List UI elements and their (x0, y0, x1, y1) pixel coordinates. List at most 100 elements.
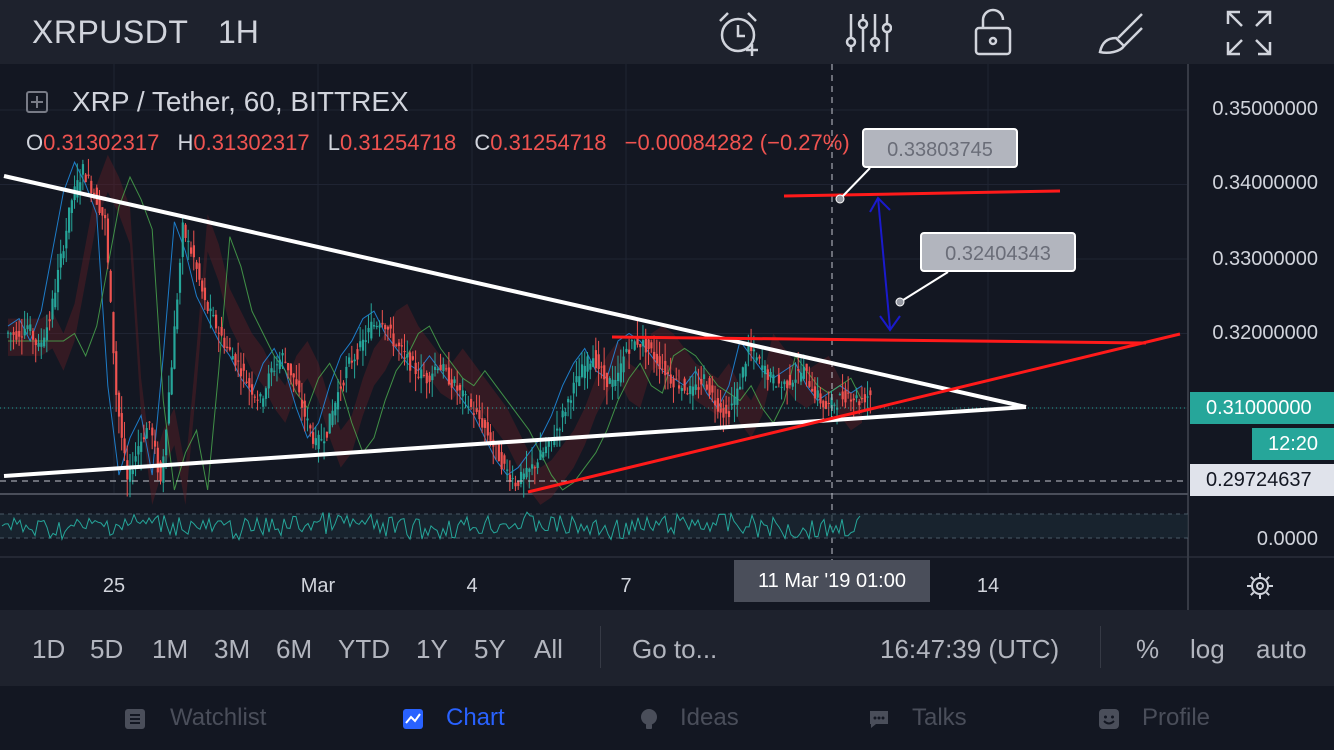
candle-body (755, 357, 758, 361)
low-label: L (327, 130, 340, 155)
candle-body (733, 396, 736, 405)
candle-body (539, 450, 542, 460)
candle-body (855, 395, 858, 399)
time-axis-label: Mar (300, 575, 336, 597)
legend-title[interactable]: XRP / Tether, 60, BITTREX (72, 86, 409, 117)
candle-body (411, 356, 415, 360)
candle-body (43, 337, 46, 347)
callout-anchor (835, 194, 845, 204)
candle-body (531, 464, 534, 469)
watchlist-icon[interactable] (124, 708, 146, 730)
candle-body (586, 356, 589, 372)
oscillator-line (1, 511, 861, 542)
measure-arrow (877, 197, 891, 329)
range-5d-button[interactable]: 5D (90, 634, 124, 664)
candle-body (192, 245, 195, 258)
candle-body (617, 372, 620, 382)
candle-body (334, 402, 337, 416)
candle-body (34, 339, 37, 346)
chart-canvas[interactable] (0, 64, 1334, 610)
breakout-line (611, 335, 1147, 345)
candle-body (844, 390, 847, 403)
range-5y-button[interactable]: 5Y (474, 634, 506, 664)
candle-body (819, 393, 822, 404)
candle-body (217, 332, 220, 334)
log-scale-toggle[interactable]: log (1190, 634, 1225, 664)
candle-body (331, 410, 334, 426)
gear-icon[interactable] (1246, 572, 1274, 600)
talks-icon[interactable] (868, 708, 890, 730)
indicators-icon[interactable] (842, 8, 892, 58)
interval-selector[interactable]: 1H (218, 14, 259, 50)
range-1d-button[interactable]: 1D (32, 634, 66, 664)
candle-body (456, 385, 459, 391)
candle-body (23, 328, 26, 336)
candle-body (605, 372, 609, 388)
nav-talks[interactable]: Talks (912, 704, 967, 731)
nav-watchlist[interactable]: Watchlist (170, 704, 267, 731)
candle-body (309, 425, 312, 429)
candle-body (292, 373, 295, 378)
candle-body (694, 384, 697, 391)
candle-body (500, 452, 503, 470)
nav-profile[interactable]: Profile (1142, 704, 1211, 731)
candle-body (475, 407, 478, 412)
divider (600, 626, 601, 668)
candle-body (841, 391, 844, 400)
candle-body (653, 351, 656, 360)
candle-body (689, 385, 692, 395)
candle-body (126, 460, 129, 480)
drawing-brush-icon[interactable] (1096, 8, 1146, 58)
candle-body (849, 399, 853, 402)
range-1m-button[interactable]: 1M (152, 634, 189, 664)
timezone-clock[interactable]: 16:47:39 (UTC) (880, 634, 1060, 664)
price-callout-lower[interactable]: 0.32404343 (920, 232, 1076, 272)
candle-body (389, 324, 392, 329)
candle-body (98, 197, 101, 214)
candle-body (31, 330, 35, 340)
candle-body (386, 326, 390, 330)
candle-body (714, 400, 717, 406)
ideas-icon[interactable] (638, 708, 660, 730)
range-3m-button[interactable]: 3M (214, 634, 251, 664)
lock-icon[interactable] (968, 8, 1018, 58)
candle-body (542, 452, 545, 458)
candle-body (816, 390, 819, 398)
range-ytd-button[interactable]: YTD (338, 634, 390, 664)
candle-body (680, 388, 683, 391)
candle-body (356, 349, 359, 360)
percent-scale-toggle[interactable]: % (1136, 634, 1160, 664)
candle-body (486, 422, 489, 436)
range-all-button[interactable]: All (534, 634, 563, 664)
candle-body (497, 443, 500, 462)
profile-icon[interactable] (1098, 708, 1120, 730)
candle-body (619, 363, 622, 383)
candle-body (752, 349, 756, 352)
candle-body (669, 374, 672, 384)
range-6m-button[interactable]: 6M (276, 634, 313, 664)
add-symbol-icon[interactable] (26, 91, 48, 113)
candle-body (758, 356, 761, 359)
candle-body (239, 368, 243, 377)
candle-body (420, 369, 423, 379)
fullscreen-icon[interactable] (1224, 8, 1274, 58)
candle-body (375, 326, 378, 328)
candle-body (40, 342, 43, 347)
candle-body (708, 378, 711, 395)
candle-body (134, 456, 137, 462)
chart-icon[interactable] (402, 708, 424, 730)
candle-body (234, 354, 237, 366)
candle-body (580, 364, 584, 377)
candle-body (392, 333, 395, 347)
candle-body (81, 164, 85, 175)
auto-scale-toggle[interactable]: auto (1256, 634, 1307, 664)
symbol-name[interactable]: XRPUSDT (32, 14, 189, 50)
candle-body (428, 375, 431, 382)
range-1y-button[interactable]: 1Y (416, 634, 448, 664)
candle-body (381, 322, 384, 325)
go-to-date-button[interactable]: Go to... (632, 634, 718, 664)
nav-chart[interactable]: Chart (446, 704, 505, 731)
alarm-add-icon[interactable] (714, 8, 764, 58)
price-callout-upper[interactable]: 0.33803745 (862, 128, 1018, 168)
nav-ideas[interactable]: Ideas (680, 704, 739, 731)
